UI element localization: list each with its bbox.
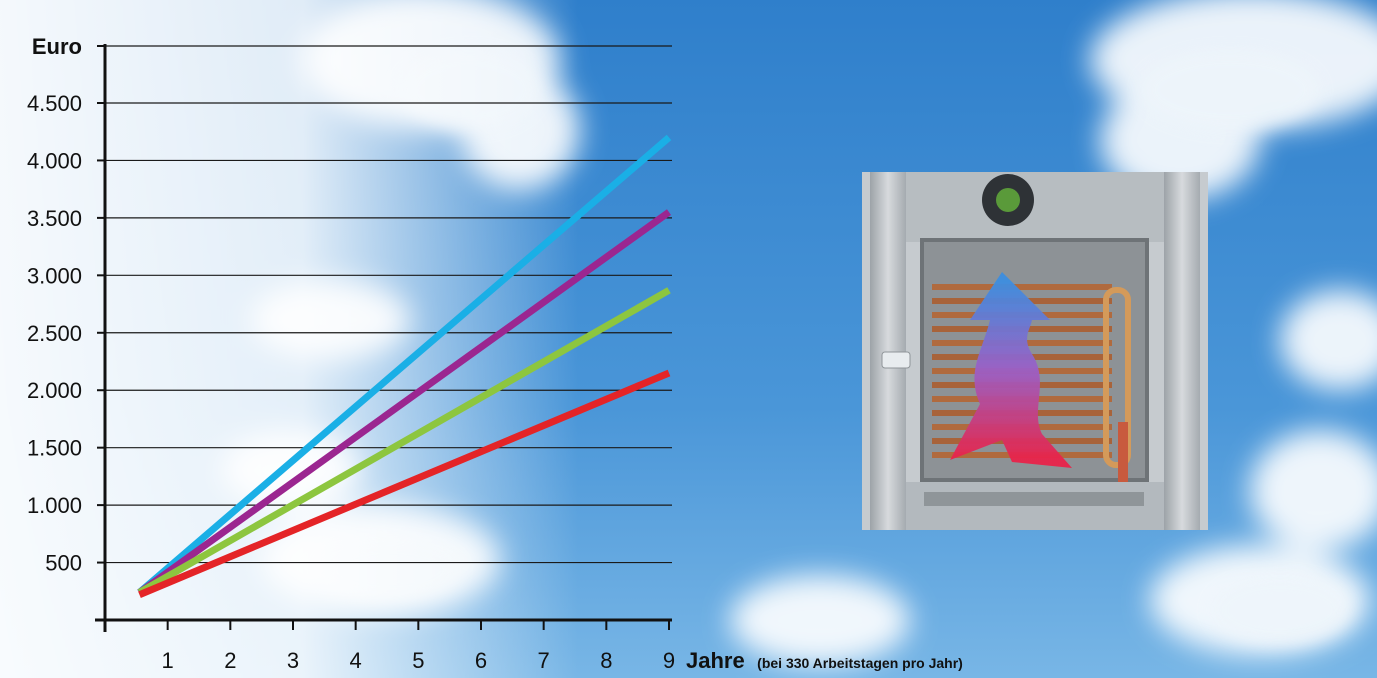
- x-tick-label-5: 5: [412, 648, 424, 673]
- x-tick-label-6: 6: [475, 648, 487, 673]
- gridlines: [105, 45, 672, 564]
- series-line-3: [137, 287, 671, 596]
- x-tick-label-8: 8: [600, 648, 612, 673]
- axes: [95, 44, 672, 632]
- y-tick-label-4500: 4.500: [27, 91, 82, 116]
- fan-icon: [982, 174, 1034, 226]
- x-tick-label-9: 9: [663, 648, 675, 673]
- y-tick-label-4000: 4.000: [27, 148, 82, 173]
- x-axis-unit: Jahre: [686, 648, 745, 673]
- y-tick-label-3000: 3.000: [27, 263, 82, 288]
- y-tick-labels: 500 1.000 1.500 2.000 2.500 3.000 3.500 4.000 4.…: [27, 91, 82, 576]
- y-tick-label-500: 500: [45, 551, 82, 576]
- y-tick-label-2000: 2.000: [27, 378, 82, 403]
- x-axis-label: Jahre (bei 330 Arbeitstagen pro Jahr): [686, 648, 963, 673]
- y-tick-label-3500: 3.500: [27, 206, 82, 231]
- y-tick-label-1000: 1.000: [27, 493, 82, 518]
- heat-flow-arrow-icon: [950, 272, 1072, 468]
- x-tick-label-7: 7: [538, 648, 550, 673]
- series-line-2: [137, 209, 672, 596]
- series-line-4: [138, 369, 671, 598]
- x-axis-note: (bei 330 Arbeitstagen pro Jahr): [757, 655, 963, 671]
- x-tick-label-4: 4: [350, 648, 362, 673]
- x-tick-label-3: 3: [287, 648, 299, 673]
- y-tick-label-2500: 2.500: [27, 321, 82, 346]
- x-tick-label-1: 1: [162, 648, 174, 673]
- heat-exchanger-illustration: [862, 172, 1208, 530]
- y-tick-label-1500: 1.500: [27, 436, 82, 461]
- x-tick-label-2: 2: [224, 648, 236, 673]
- series-lines: [137, 134, 672, 598]
- y-axis-label: Euro: [32, 34, 82, 59]
- x-tick-labels: 1 2 3 4 5 6 7 8 9: [162, 648, 676, 673]
- series-line-1: [137, 134, 672, 596]
